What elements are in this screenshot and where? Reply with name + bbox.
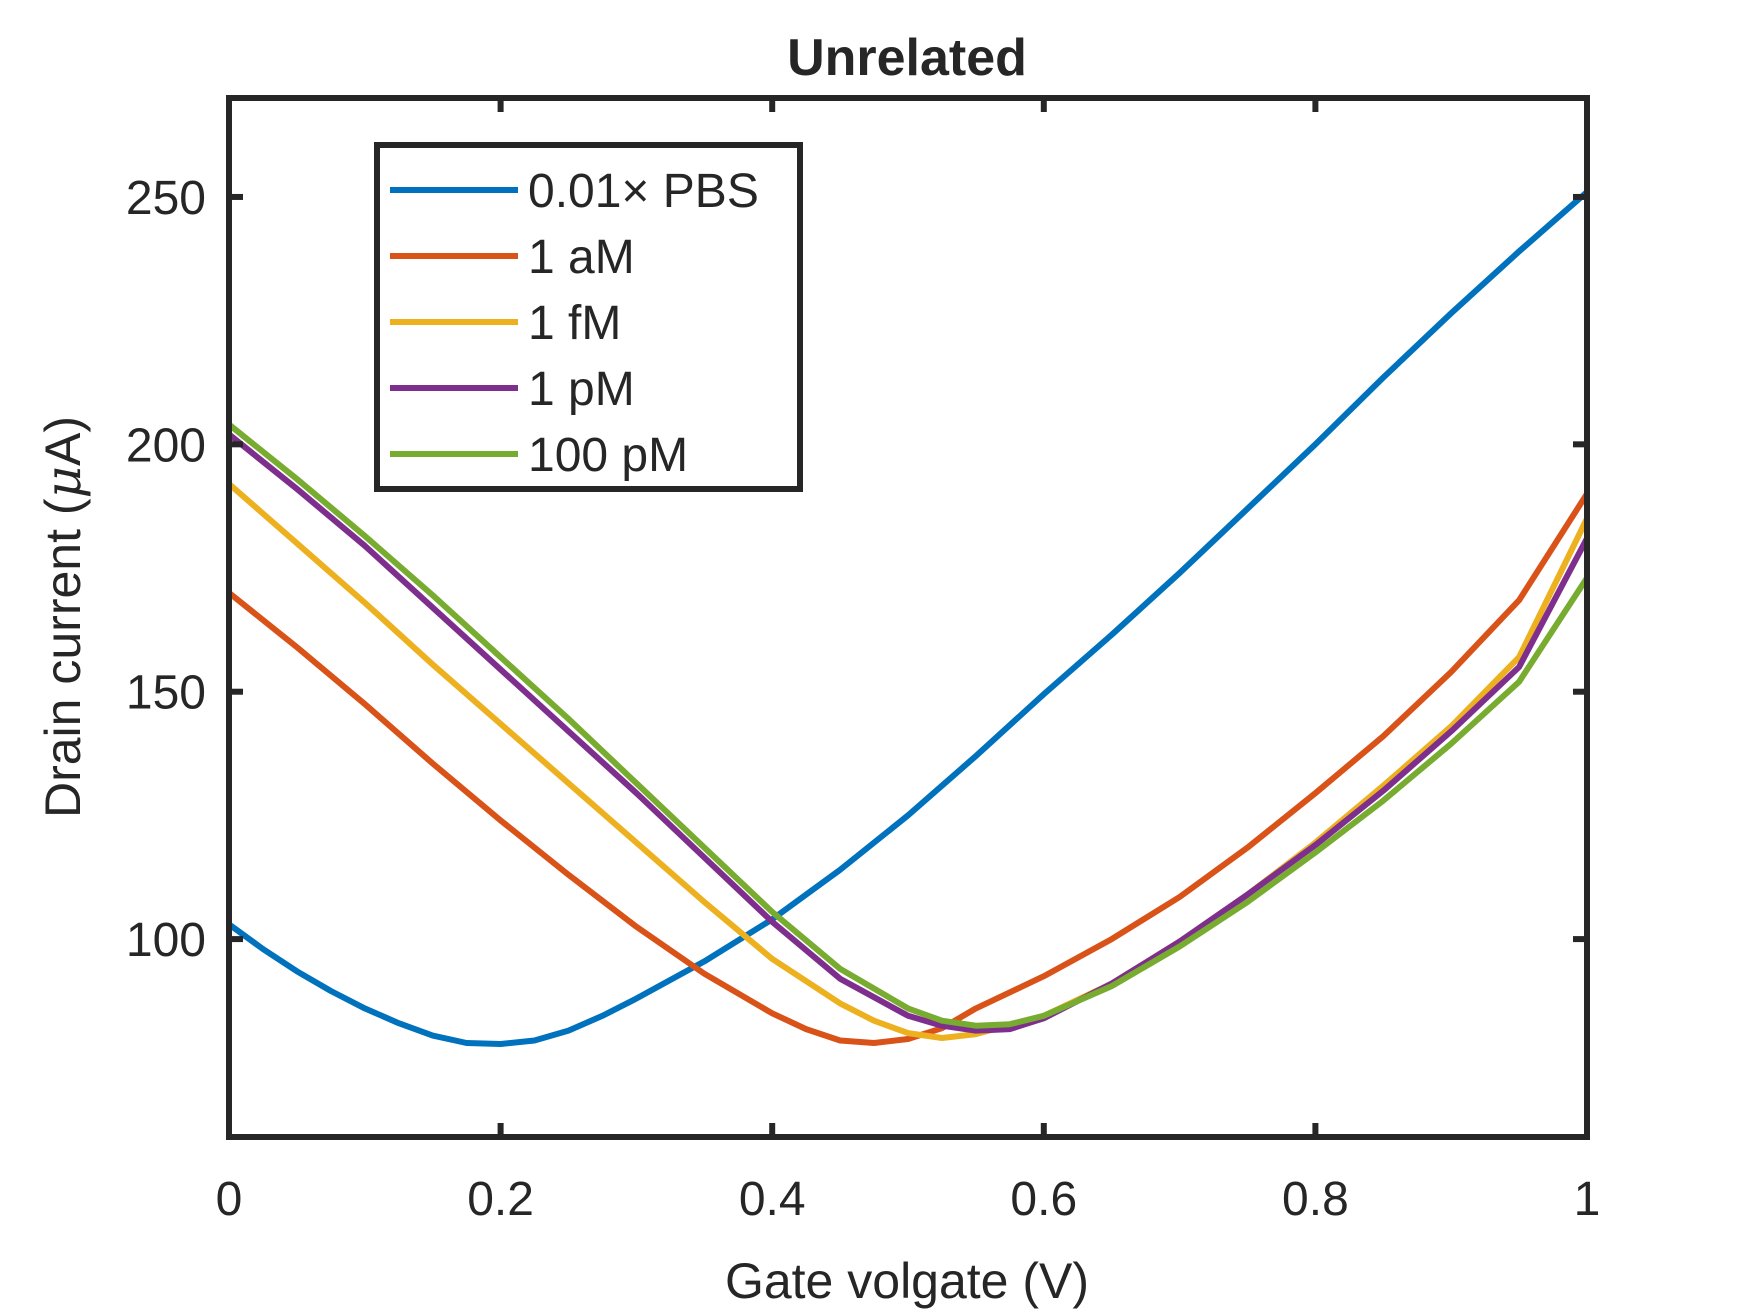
plot-area-frame	[226, 95, 1590, 1140]
x-tick-label-2: 0.4	[739, 1173, 806, 1226]
legend-label-2: 1 fM	[528, 297, 621, 350]
x-tick-label-1: 0.2	[467, 1173, 534, 1226]
y-axis-label-mu: μ	[34, 466, 92, 499]
x-tick-label-4: 0.8	[1282, 1173, 1349, 1226]
legend-label-1: 1 aM	[528, 231, 635, 284]
series-line-4	[227, 422, 1590, 1029]
legend-label-0: 0.01× PBS	[528, 165, 759, 218]
legend-label-4: 100 pM	[528, 429, 688, 482]
y-tick-label-2: 200	[126, 419, 206, 472]
legend-items: 0.01× PBS 1 aM 1 fM 1 pM 100 pM	[390, 165, 759, 482]
y-axis-label-suffix: A)	[35, 416, 91, 466]
y-tick-label-3: 250	[126, 172, 206, 225]
legend-box	[374, 142, 803, 492]
y-axis-label: Drain current (μA)	[34, 416, 92, 818]
y-tick-label-1: 150	[126, 667, 206, 720]
series-layer	[227, 189, 1590, 1047]
x-tick-label-3: 0.6	[1010, 1173, 1077, 1226]
series-line-0	[227, 189, 1589, 1047]
series-line-1	[227, 492, 1590, 1046]
chart-title: Unrelated	[787, 29, 1027, 87]
legend: 0.01× PBS 1 aM 1 fM 1 pM 100 pM	[374, 142, 803, 492]
x-tick-label-5: 1	[1574, 1173, 1601, 1226]
y-axis-label-prefix: Drain current (	[35, 498, 91, 818]
series-line-3	[227, 432, 1590, 1034]
y-tick-label-0: 100	[126, 914, 206, 967]
x-tick-labels: 0 0.2 0.4 0.6 0.8 1	[216, 1173, 1601, 1226]
y-tick-labels: 100 150 200 250	[126, 172, 206, 967]
x-tick-label-0: 0	[216, 1173, 243, 1226]
x-axis-label: Gate volgate (V)	[725, 1253, 1089, 1309]
legend-label-3: 1 pM	[528, 363, 635, 416]
